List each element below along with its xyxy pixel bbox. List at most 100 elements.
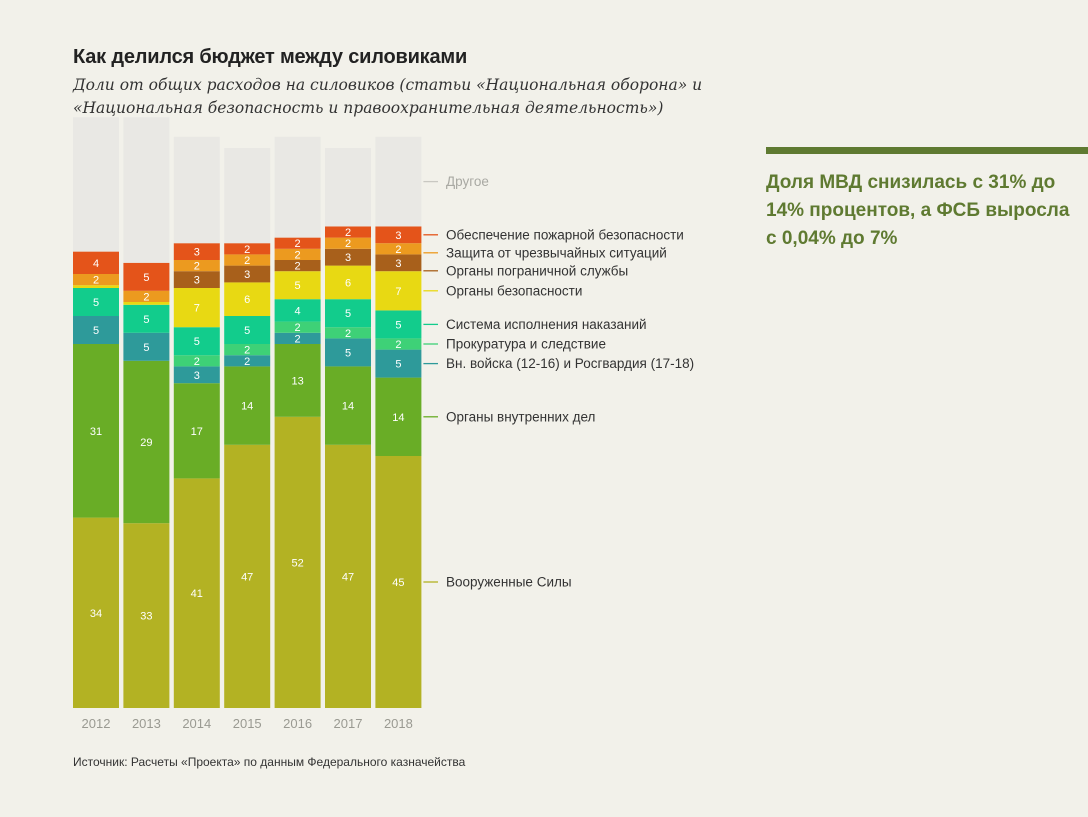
bar-segment-2017-органы-безопасности: [325, 265, 371, 300]
legend-label-другое: Другое: [446, 174, 489, 189]
bar-segment-2016-вооруженные-силы: [274, 416, 321, 708]
data-label-2016-органы-пограничной-службы: 2: [295, 261, 301, 273]
bar-segment-2015-органы-безопасности: [224, 282, 271, 316]
legend-label-органы-внутренних-дел: Органы внутренних дел: [446, 409, 595, 424]
data-label-2014-вн-войска-12-16-и-росгвардия-17-18: 3: [194, 370, 200, 382]
bar-segment-2016-органы-пограничной-службы: [274, 260, 321, 272]
data-label-2015-органы-пограничной-службы: 3: [244, 269, 250, 281]
legend-label-система-исполнения-наказаний: Система исполнения наказаний: [446, 317, 647, 332]
bar-segment-2014-органы-пограничной-службы: [173, 271, 220, 288]
x-tick-label-2018: 2018: [384, 716, 413, 731]
bar-segment-2015-органы-пограничной-службы: [224, 265, 271, 283]
data-label-2016-органы-внутренних-дел: 13: [291, 375, 303, 387]
x-tick-label-2015: 2015: [233, 716, 262, 731]
bar-segment-2017-вооруженные-силы: [325, 444, 371, 708]
data-label-2015-органы-внутренних-дел: 14: [241, 401, 253, 413]
data-label-2012-органы-внутренних-дел: 31: [90, 426, 102, 438]
data-label-2012-защита-от-чрезвычайных-ситуаций: 2: [93, 275, 99, 287]
data-label-2015-вн-войска-12-16-и-росгвардия-17-18: 2: [244, 356, 250, 368]
bar-segment-2013-extra-0: [123, 332, 170, 361]
data-label-2017-органы-внутренних-дел: 14: [342, 401, 354, 413]
bar-segment-2014-вооруженные-силы: [173, 478, 220, 708]
data-label-2016-вн-войска-12-16-и-росгвардия-17-18: 2: [295, 333, 301, 345]
bar-segment-2015-органы-внутренних-дел: [224, 366, 271, 445]
x-tick-label-2013: 2013: [132, 716, 161, 731]
bar-segment-2016-защита-от-чрезвычайных-ситуаций: [274, 248, 321, 260]
data-label-2012-обеспечение-пожарной-безопасности: 4: [93, 258, 99, 270]
bar-segment-2013-система-исполнения-наказаний: [123, 304, 170, 333]
data-label-2018-органы-внутренних-дел: 14: [392, 412, 404, 424]
bar-segment-2018-прокуратура-и-следствие: [375, 338, 422, 350]
x-tick-label-2016: 2016: [283, 716, 312, 731]
data-label-2017-органы-пограничной-службы: 3: [345, 252, 351, 264]
data-label-2018-вооруженные-силы: 45: [392, 577, 404, 589]
legend-label-вооруженные-силы: Вооруженные Силы: [446, 575, 572, 590]
data-label-2018-прокуратура-и-следствие: 2: [395, 339, 401, 351]
x-tick-label-2017: 2017: [334, 716, 363, 731]
data-label-2013-система-исполнения-наказаний: 5: [143, 314, 149, 326]
bar-segment-2015-вн-войска-12-16-и-росгвардия-17-18: [224, 355, 271, 367]
bar-segment-2012-extra-1: [73, 285, 119, 288]
x-tick-label-2014: 2014: [182, 716, 211, 731]
bar-segment-2013-другое: [123, 117, 170, 263]
chart-title: Как делился бюджет между силовиками: [73, 46, 468, 68]
bar-segment-2017-защита-от-чрезвычайных-ситуаций: [325, 237, 371, 249]
bar-segment-2017-система-исполнения-наказаний: [325, 299, 371, 328]
bar-segment-2012-extra-0: [73, 316, 119, 344]
bar-segment-2018-органы-безопасности: [375, 271, 422, 311]
data-label-2017-органы-безопасности: 6: [345, 277, 351, 289]
bar-segment-2018-обеспечение-пожарной-безопасности: [375, 226, 422, 244]
bar-segment-2014-прокуратура-и-следствие: [173, 355, 220, 367]
bar-segment-2016-органы-внутренних-дел: [274, 344, 321, 417]
data-label-2016-вооруженные-силы: 52: [291, 557, 303, 569]
data-label-2017-защита-от-чрезвычайных-ситуаций: 2: [345, 238, 351, 250]
bar-segment-2012-другое: [73, 117, 119, 252]
legend-label-вн-войска-12-16-и-росгвардия-17-18: Вн. войска (12-16) и Росгвардия (17-18): [446, 356, 694, 371]
legend-label-прокуратура-и-следствие: Прокуратура и следствие: [446, 337, 606, 352]
bar-segment-2015-защита-от-чрезвычайных-ситуаций: [224, 254, 271, 266]
data-label-2014-защита-от-чрезвычайных-ситуаций: 2: [194, 261, 200, 273]
bar-segment-2018-другое: [375, 136, 422, 227]
bar-segment-2016-другое: [274, 136, 321, 238]
bar-segment-2012-вооруженные-силы: [73, 517, 119, 708]
bar-segment-2014-система-исполнения-наказаний: [173, 327, 220, 356]
bar-segment-2014-органы-безопасности: [173, 288, 220, 328]
data-label-2016-прокуратура-и-следствие: 2: [295, 322, 301, 334]
bar-segment-2018-защита-от-чрезвычайных-ситуаций: [375, 243, 422, 255]
bar-segment-2015-другое: [224, 148, 271, 244]
bar-segment-2014-другое: [173, 136, 220, 244]
bar-segment-2018-органы-пограничной-службы: [375, 254, 422, 272]
source-note: Источник: Расчеты «Проекта» по данным Фе…: [73, 755, 466, 769]
legend-label-органы-пограничной-службы: Органы пограничной службы: [446, 263, 628, 278]
bar-segment-2015-система-исполнения-наказаний: [224, 316, 271, 344]
data-label-2014-органы-пограничной-службы: 3: [194, 275, 200, 287]
data-label-2016-органы-безопасности: 5: [295, 280, 301, 292]
data-label-2013-extra-0: 5: [143, 342, 149, 354]
data-label-2015-прокуратура-и-следствие: 2: [244, 345, 250, 357]
bar-segment-2016-вн-войска-12-16-и-росгвардия-17-18: [274, 332, 321, 344]
data-label-2017-система-исполнения-наказаний: 5: [345, 308, 351, 320]
bar-segment-2016-система-исполнения-наказаний: [274, 299, 321, 322]
bar-segment-2013-extra-1: [123, 302, 170, 305]
data-label-2018-система-исполнения-наказаний: 5: [395, 319, 401, 331]
data-label-2015-вооруженные-силы: 47: [241, 571, 253, 583]
data-label-2016-обеспечение-пожарной-безопасности: 2: [295, 238, 301, 250]
bar-segment-2018-вн-войска-12-16-и-росгвардия-17-18: [375, 349, 422, 378]
chart-subtitle: Доли от общих расходов на силовиков (ста…: [73, 76, 703, 117]
bar-segment-2012-обеспечение-пожарной-безопасности: [73, 251, 119, 274]
bar-segment-2015-прокуратура-и-следствие: [224, 344, 271, 356]
data-label-2014-вооруженные-силы: 41: [191, 588, 203, 600]
data-label-2016-защита-от-чрезвычайных-ситуаций: 2: [295, 249, 301, 261]
data-label-2016-система-исполнения-наказаний: 4: [295, 305, 301, 317]
bar-segment-2017-органы-внутренних-дел: [325, 366, 371, 445]
data-label-2017-обеспечение-пожарной-безопасности: 2: [345, 227, 351, 239]
bar-segment-2012-органы-внутренних-дел: [73, 344, 119, 518]
data-label-2012-extra-0: 5: [93, 325, 99, 337]
bar-segment-2013-защита-от-чрезвычайных-ситуаций: [123, 290, 170, 302]
bar-segment-2017-прокуратура-и-следствие: [325, 327, 371, 339]
data-label-2015-система-исполнения-наказаний: 5: [244, 325, 250, 337]
data-label-2012-система-исполнения-наказаний: 5: [93, 297, 99, 309]
data-label-2014-органы-безопасности: 7: [194, 303, 200, 315]
data-label-2013-органы-внутренних-дел: 29: [140, 437, 152, 449]
